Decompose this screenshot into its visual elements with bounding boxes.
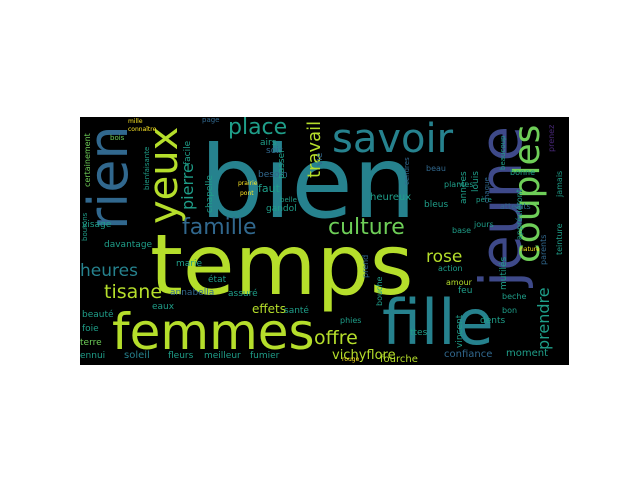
cloud-word: soleil (124, 350, 150, 361)
cloud-word: soir (266, 146, 283, 156)
cloud-word: chapelle (205, 175, 215, 213)
cloud-word: atteints (500, 202, 531, 211)
cloud-word: ttes (410, 328, 428, 338)
cloud-word: moment (506, 348, 549, 359)
cloud-word: louis (471, 171, 481, 192)
cloud-word: beauté (82, 310, 114, 320)
cloud-word: savoir (332, 117, 454, 162)
cloud-word: tisane (104, 281, 163, 303)
cloud-word: besoin (258, 170, 288, 180)
cloud-word: heures (80, 261, 138, 281)
cloud-word: beche (502, 292, 527, 301)
cloud-word: effets (252, 302, 286, 316)
cloud-word: meilleur (204, 351, 241, 361)
cloud-word: famille (182, 215, 257, 240)
cloud-word: heureux (370, 192, 412, 203)
cloud-word: femmes (112, 303, 315, 361)
cloud-word: prend (361, 255, 370, 279)
cloud-word: travail (304, 121, 325, 179)
cloud-word: faut (258, 182, 280, 195)
cloud-word: père (476, 196, 492, 204)
cloud-word: état (208, 275, 227, 285)
cloud-word: passer (277, 149, 287, 179)
cloud-word: annabella (170, 288, 215, 298)
cloud-word: bonne (510, 168, 536, 177)
cloud-word: fumier (250, 351, 280, 361)
cloud-word: bois (110, 134, 125, 142)
cloud-word: dents (480, 316, 506, 326)
cloud-word: place (228, 117, 288, 140)
cloud-word: phies (340, 316, 362, 325)
cloud-word: rose (426, 247, 463, 267)
cloud-word: culture (328, 215, 405, 240)
cloud-word: ennui (80, 351, 106, 361)
cloud-word: jamais (555, 171, 564, 198)
cloud-word: rouge (342, 356, 360, 363)
cloud-word: gandol (266, 204, 297, 214)
cloud-word: vincent (455, 315, 465, 349)
cloud-word: bouche (375, 277, 384, 307)
cloud-word: beau (426, 164, 446, 173)
cloud-word: vichyflore (332, 348, 396, 363)
cloud-word: bienfaisante (143, 147, 151, 191)
cloud-word: confiance (444, 349, 493, 360)
cloud-word: parents (539, 235, 548, 266)
cloud-word: prairie (238, 180, 258, 187)
cloud-word: beaucoup (499, 135, 507, 170)
cloud-word: jours (474, 220, 494, 229)
cloud-word: amour (446, 278, 472, 287)
cloud-word: davantage (104, 240, 153, 250)
cloud-word: facile (183, 141, 193, 166)
word-cloud-panel: bien temps jeune fille femmes rien savoir coupl… (80, 117, 569, 365)
cloud-word: vie (315, 153, 325, 167)
cloud-word: assuré (228, 289, 258, 299)
cloud-word: fleurs (168, 351, 194, 361)
cloud-word: teinture (555, 223, 564, 255)
cloud-word: fille (382, 286, 494, 359)
cloud-word: boutons (81, 213, 89, 242)
cloud-word: belle (280, 196, 297, 204)
cloud-word: cendres (403, 157, 411, 185)
cloud-word: nature (520, 246, 540, 253)
cloud-word: bon (502, 306, 518, 315)
cloud-word: page (202, 117, 220, 124)
cloud-word: visage (82, 220, 112, 230)
cloud-word: pont (240, 190, 254, 197)
cloud-word: offre (314, 327, 358, 349)
cloud-word: prendre (534, 287, 553, 350)
cloud-word: années (459, 171, 469, 204)
cloud-word: bien (200, 124, 417, 241)
cloud-word: pierre (178, 163, 197, 210)
cloud-word: action (438, 264, 463, 273)
cloud-word: plantes (444, 180, 474, 189)
cloud-word: certainement (83, 133, 92, 187)
cloud-word: chaque (483, 177, 491, 203)
cloud-word: fourche (380, 354, 418, 365)
cloud-word: temps (150, 216, 414, 314)
cloud-word: feu (458, 286, 473, 296)
cloud-word: base (452, 226, 472, 235)
cloud-word: santé (284, 306, 309, 316)
cloud-word: connaître (128, 126, 157, 133)
cloud-word: bleus (424, 200, 449, 210)
cloud-word: terre (80, 338, 102, 348)
cloud-word: prenez (547, 125, 556, 153)
cloud-word: mutilés (499, 257, 509, 291)
cloud-word: marie (176, 259, 203, 269)
cloud-word: airs (260, 138, 277, 148)
cloud-word: foie (82, 324, 99, 334)
cloud-word: appréciéront (515, 189, 524, 240)
cloud-word: eaux (152, 302, 175, 312)
cloud-word: mille (128, 118, 143, 125)
